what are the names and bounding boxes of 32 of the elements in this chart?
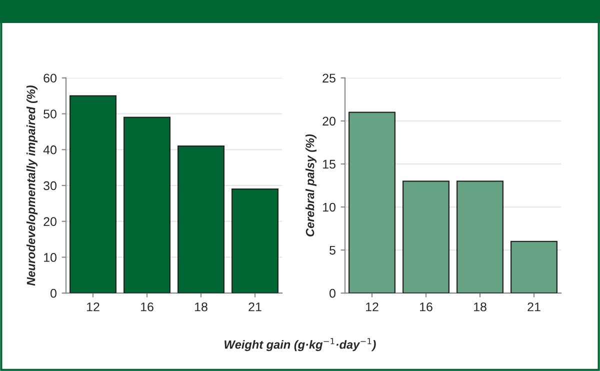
bar	[231, 188, 279, 294]
bar	[69, 95, 117, 294]
y-tick-label: 0	[50, 288, 56, 298]
y-tick-label: 30	[44, 181, 56, 190]
x-axis-title: Weight gain (g·kg$^{−1}$·day$^{−1}$)	[224, 338, 376, 352]
y-tick-label: 10	[323, 202, 336, 212]
y-tick-label: 25	[322, 74, 336, 83]
x-tick-label: 21	[248, 302, 262, 312]
y-axis-title: Neurodevelopmentally impaired (%)	[26, 85, 38, 286]
y-tick-label: 0	[330, 288, 336, 298]
x-tick-label: 16	[141, 302, 154, 312]
y-tick-label: 20	[44, 217, 56, 226]
bar	[456, 180, 504, 294]
bar	[510, 240, 558, 294]
x-tick-label: 18	[474, 302, 486, 312]
y-tick-label: 50	[44, 110, 56, 118]
y-axis-title: Cerebral palsy (%)	[306, 134, 317, 236]
y-tick-label: 20	[322, 116, 336, 126]
bar	[348, 112, 396, 294]
x-tick-label: 12	[87, 302, 100, 312]
x-tick-label: 16	[420, 302, 432, 312]
y-tick-label: 10	[44, 253, 56, 262]
y-tick-label: 15	[323, 160, 336, 169]
x-tick-label: 12	[366, 302, 378, 312]
x-tick-label: 18	[195, 302, 208, 312]
bar	[123, 116, 171, 294]
y-tick-label: 60	[44, 74, 56, 83]
x-tick-label: 21	[528, 302, 540, 312]
y-tick-label: 40	[43, 145, 56, 154]
y-tick-label: 5	[330, 246, 336, 255]
bar	[177, 145, 225, 294]
bar	[402, 180, 450, 294]
